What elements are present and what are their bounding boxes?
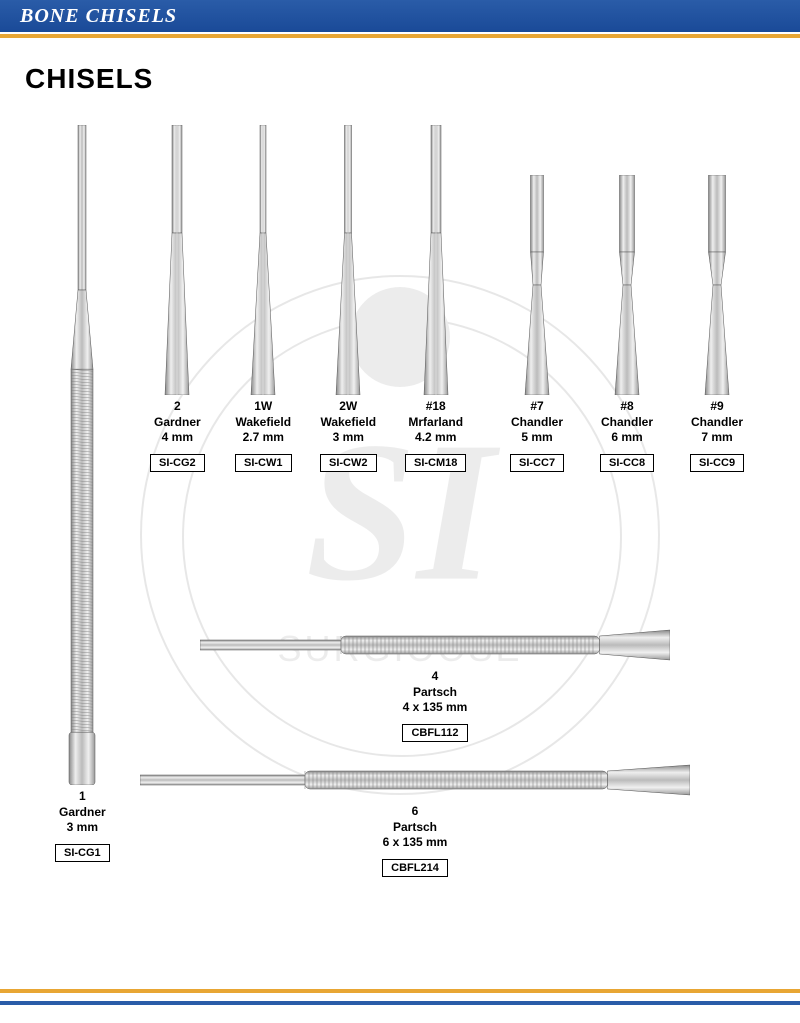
chisel-label: #9Chandler7 mm xyxy=(691,399,743,446)
chisel-illustration xyxy=(243,125,283,395)
header-title: BONE CHISELS xyxy=(20,5,177,27)
divider-top xyxy=(0,34,800,38)
chisel-item: #7Chandler5 mm SI-CC7 xyxy=(510,175,564,472)
chisel-illustration xyxy=(517,175,557,395)
chisel-item: 1Gardner3 mm SI-CG1 xyxy=(55,125,110,862)
divider-bottom-blue xyxy=(0,1001,800,1005)
chisel-item: 1WWakefield2.7 mm SI-CW1 xyxy=(235,125,292,472)
chisel-horizontal-item: 6Partsch6 x 135 mm CBFL214 xyxy=(140,760,690,877)
chisel-code: SI-CC8 xyxy=(600,454,654,472)
chisel-item: #18Mrfarland4.2 mm SI-CM18 xyxy=(405,125,466,472)
chisel-label: #18Mrfarland4.2 mm xyxy=(408,399,463,446)
chisel-code: CBFL112 xyxy=(402,724,467,742)
chisel-label: 1Gardner3 mm xyxy=(59,789,106,836)
header-bar: BONE CHISELS xyxy=(0,0,800,32)
chisel-code: SI-CG1 xyxy=(55,844,110,862)
chisel-code: SI-CW2 xyxy=(320,454,377,472)
chisel-label: #8Chandler6 mm xyxy=(601,399,653,446)
chisel-illustration xyxy=(62,125,102,785)
chisel-label: 6Partsch6 x 135 mm xyxy=(383,804,448,851)
chisel-code: SI-CM18 xyxy=(405,454,466,472)
chisel-illustration xyxy=(416,125,456,395)
chisel-item: #8Chandler6 mm SI-CC8 xyxy=(600,175,654,472)
chisel-code: SI-CW1 xyxy=(235,454,292,472)
divider-bottom-yellow xyxy=(0,989,800,993)
chisel-label: 2WWakefield3 mm xyxy=(320,399,376,446)
chisel-label: 4Partsch4 x 135 mm xyxy=(403,669,468,716)
content-area: SI SURGIOOSE 1 xyxy=(0,95,800,975)
chisel-code: SI-CC9 xyxy=(690,454,744,472)
chisel-label: #7Chandler5 mm xyxy=(511,399,563,446)
chisel-illustration xyxy=(697,175,737,395)
chisel-code: SI-CG2 xyxy=(150,454,205,472)
chisel-code: SI-CC7 xyxy=(510,454,564,472)
page-title: CHISELS xyxy=(25,63,800,95)
chisel-illustration xyxy=(157,125,197,395)
chisel-horizontal-item: 4Partsch4 x 135 mm CBFL112 xyxy=(200,625,670,742)
chisel-illustration xyxy=(328,125,368,395)
chisel-label: 1WWakefield2.7 mm xyxy=(235,399,291,446)
chisel-illustration xyxy=(140,760,690,800)
chisel-item: 2WWakefield3 mm SI-CW2 xyxy=(320,125,377,472)
chisel-code: CBFL214 xyxy=(382,859,448,877)
chisel-item: #9Chandler7 mm SI-CC9 xyxy=(690,175,744,472)
chisel-label: 2Gardner4 mm xyxy=(154,399,201,446)
chisel-item: 2Gardner4 mm SI-CG2 xyxy=(150,125,205,472)
chisel-illustration xyxy=(607,175,647,395)
chisel-illustration xyxy=(200,625,670,665)
